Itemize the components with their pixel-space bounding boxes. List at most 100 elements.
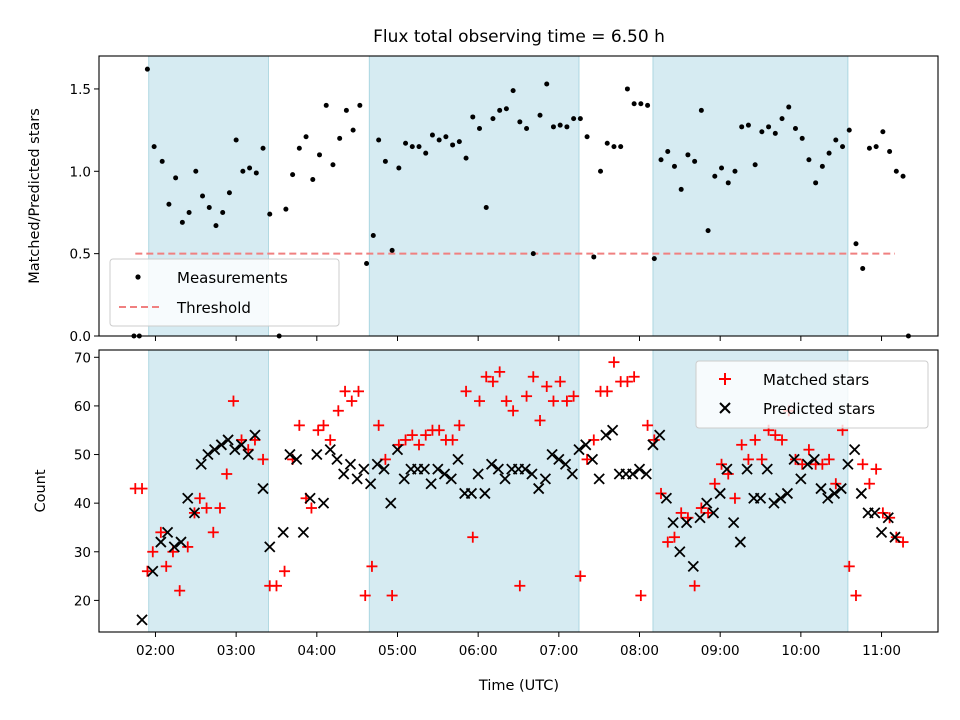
predicted-star-point <box>680 516 693 529</box>
matched-star-point <box>655 487 667 499</box>
measurement-point <box>779 116 785 122</box>
x-tick-label: 06:00 <box>459 643 498 659</box>
matched-star-point <box>742 453 754 465</box>
predicted-star-point <box>822 492 834 504</box>
measurement-point <box>429 132 435 138</box>
matched-star-point <box>890 531 902 543</box>
top-legend-box <box>109 258 340 327</box>
matched-star-point <box>447 434 459 446</box>
predicted-star-point <box>600 429 612 441</box>
measurement-point <box>213 223 219 229</box>
measurement-point <box>343 107 349 113</box>
matched-star-point <box>352 385 364 397</box>
matched-star-point <box>460 385 472 397</box>
matched-star-point <box>494 366 506 378</box>
predicted-star-point <box>869 507 881 519</box>
chart-title: Flux total observing time = 6.50 h <box>373 27 665 47</box>
predicted-star-point <box>291 453 303 466</box>
measurement-point <box>813 180 819 186</box>
matched-star-point <box>736 439 748 451</box>
matched-star-point <box>850 590 862 602</box>
predicted-star-point <box>546 448 558 461</box>
measurement-point <box>604 140 610 146</box>
matched-star-point <box>420 429 432 441</box>
top-plot-frame <box>98 55 939 337</box>
predicted-star-point <box>479 487 491 500</box>
measurement-point <box>186 209 192 215</box>
predicted-star-point <box>338 468 350 480</box>
legend-label-predicted: Predicted stars <box>763 400 875 418</box>
matched-star-point <box>136 483 148 495</box>
matched-star-point <box>521 390 533 402</box>
predicted-star-point <box>667 516 679 529</box>
top-y-tick-label: 0.0 <box>70 329 91 345</box>
measurement-point <box>220 209 226 215</box>
top-y-tick-label: 1.5 <box>70 82 91 98</box>
matched-star-point <box>635 590 647 602</box>
matched-star-point <box>662 536 674 548</box>
matched-star-point <box>257 453 269 465</box>
measurement-point <box>376 137 382 143</box>
bottom-y-tick-label: 70 <box>74 350 91 366</box>
matched-star-point <box>507 405 519 417</box>
predicted-star-point <box>304 492 316 504</box>
matched-star-point <box>339 385 351 397</box>
measurement-point <box>416 144 422 150</box>
measurement-point <box>752 162 758 168</box>
predicted-star-point <box>566 468 578 480</box>
matched-star-point <box>453 419 465 431</box>
predicted-star-point <box>553 453 565 466</box>
measurement-point <box>330 162 336 168</box>
predicted-star-point <box>660 492 673 504</box>
matched-star-point <box>386 590 398 602</box>
measurement-point <box>166 201 172 207</box>
matched-star-point <box>534 415 546 426</box>
measurement-point <box>503 106 509 112</box>
matched-star-point <box>541 380 553 392</box>
matched-star-point <box>400 434 412 446</box>
measurement-point <box>860 265 866 271</box>
top-y-axis-label: Matched/Predicted stars <box>27 108 43 284</box>
predicted-star-point <box>875 526 888 538</box>
matched-star-point <box>487 376 499 388</box>
measurement-point <box>624 86 630 92</box>
predicted-star-point <box>526 468 538 480</box>
matched-star-point <box>346 395 358 407</box>
bottom-y-tick-label: 60 <box>74 399 91 415</box>
matched-star-point <box>279 565 291 577</box>
bottom-y-tick-label: 50 <box>74 448 91 464</box>
measurement-point <box>692 158 698 164</box>
matched-star-point <box>293 419 305 431</box>
predicted-star-point <box>842 458 854 470</box>
matched-star-point <box>789 453 801 465</box>
x-tick-label: 02:00 <box>136 643 175 659</box>
matched-star-point <box>877 507 889 519</box>
predicted-star-point <box>398 473 410 485</box>
predicted-star-point <box>640 468 652 480</box>
matched-star-point <box>608 356 620 368</box>
matched-star-point <box>324 434 336 446</box>
measurement-point <box>671 163 677 169</box>
measurement-point <box>260 145 266 151</box>
x-tick-label: 04:00 <box>297 643 336 659</box>
predicted-star-point <box>438 468 451 480</box>
measurement-point <box>323 102 329 108</box>
predicted-star-point <box>358 463 370 475</box>
predicted-star-point <box>761 463 773 475</box>
matched-star-point <box>194 492 206 504</box>
measurement-point <box>443 134 449 140</box>
predicted-star-point <box>215 439 227 451</box>
predicted-star-point <box>801 458 814 470</box>
predicted-star-point <box>849 444 861 456</box>
predicted-star-point <box>647 439 659 451</box>
measurement-point <box>409 144 415 150</box>
measurement-point <box>893 168 899 174</box>
matched-star-point <box>716 458 728 470</box>
predicted-star-point <box>317 497 330 509</box>
measurement-point <box>806 157 812 163</box>
predicted-star-point <box>425 478 437 490</box>
predicted-star-point <box>815 482 827 495</box>
measurement-point <box>240 168 246 174</box>
measurement-point <box>698 107 704 113</box>
matched-star-point <box>675 507 687 519</box>
